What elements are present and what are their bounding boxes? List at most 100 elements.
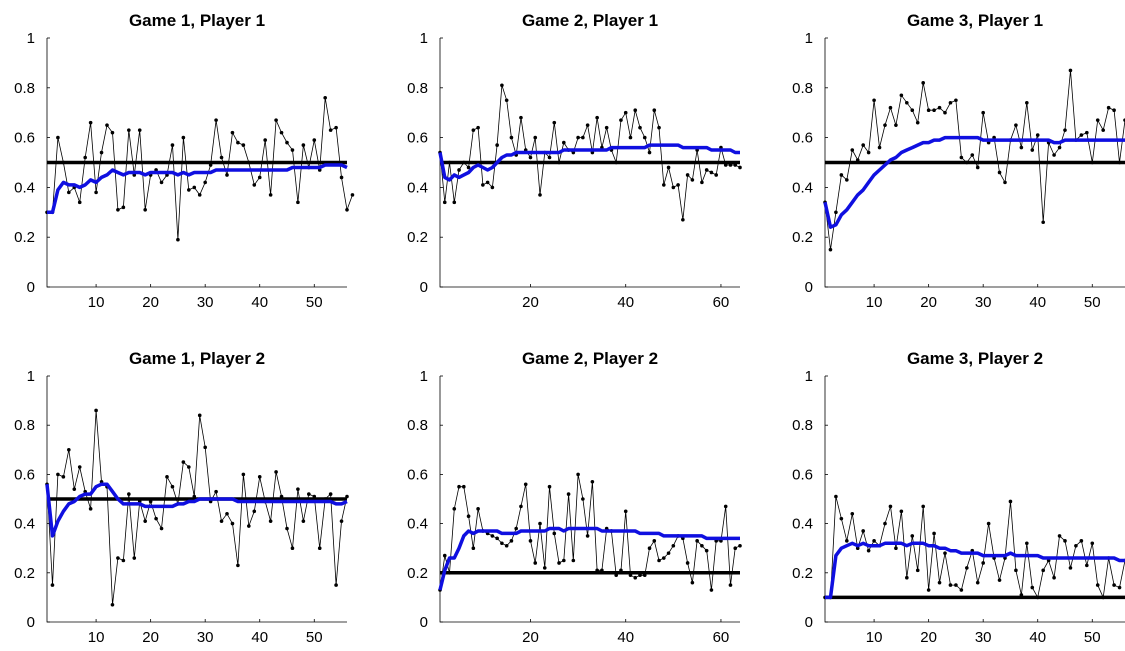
observed-point (604, 125, 609, 130)
observed-point (738, 165, 742, 170)
observed-point (557, 160, 561, 165)
y-tick-label: 0.8 (407, 80, 428, 97)
observed-point (839, 173, 844, 177)
observed-point (519, 504, 523, 509)
observed-point (528, 155, 533, 160)
y-tick-label: 0.6 (14, 466, 35, 483)
observed-point (72, 487, 77, 491)
observed-point (657, 558, 661, 563)
observed-point (690, 580, 695, 585)
chart-title: Game 3, Player 1 (907, 11, 1043, 30)
observed-point (285, 526, 289, 531)
observed-point (334, 583, 338, 587)
x-tick-label: 40 (1029, 629, 1046, 646)
observed-point (301, 143, 306, 147)
y-tick-label: 0.8 (792, 80, 813, 97)
x-tick-label: 30 (975, 294, 992, 311)
y-tick-label: 0.8 (14, 80, 35, 97)
observed-point (301, 519, 306, 523)
observed-point (143, 208, 147, 212)
y-tick-label: 0.4 (407, 179, 428, 196)
axis-lines (439, 376, 740, 623)
observed-point (623, 110, 628, 115)
observed-point (1090, 160, 1095, 165)
x-tick-label: 20 (522, 629, 539, 646)
observed-point (894, 123, 898, 127)
observed-point (219, 155, 224, 160)
observed-point (926, 108, 931, 113)
observed-point (442, 200, 447, 205)
observed-point (676, 183, 680, 187)
observed-point (728, 583, 733, 587)
observed-point (105, 123, 109, 127)
observed-point (466, 165, 471, 170)
observed-point (894, 546, 898, 550)
observed-point (1057, 145, 1062, 150)
observed-point (905, 575, 909, 580)
observed-point (638, 573, 642, 578)
observed-point (290, 546, 295, 550)
y-tick-label: 0.2 (407, 229, 428, 246)
running-average-line (45, 482, 348, 538)
observed-point (723, 504, 728, 509)
observed-point (850, 511, 855, 516)
observed-point (61, 160, 66, 165)
observed-point (252, 183, 257, 187)
observed-point (681, 217, 685, 222)
observed-point (954, 583, 958, 587)
observed-point (671, 543, 676, 548)
observed-point (910, 108, 915, 113)
observed-point (500, 83, 504, 88)
x-tick-label: 40 (251, 294, 268, 311)
observed-point (214, 118, 218, 122)
observed-point (839, 516, 844, 521)
y-tick-label: 0 (805, 614, 813, 631)
observed-point (899, 509, 904, 514)
observed-point (861, 529, 865, 533)
observed-point (121, 558, 126, 563)
observed-point (619, 118, 623, 122)
observed-point (197, 413, 202, 418)
observed-point (192, 494, 197, 499)
observed-point (56, 135, 60, 140)
observed-point (533, 135, 538, 140)
observed-point (481, 183, 485, 187)
observed-point (457, 484, 461, 489)
observed-point (647, 546, 652, 550)
observed-series-line (46, 410, 348, 605)
observed-point (986, 521, 991, 526)
observed-point (296, 200, 300, 205)
observed-point (187, 465, 191, 469)
y-tick-label: 0.4 (14, 179, 35, 196)
observed-point (828, 247, 833, 252)
observed-point (1030, 148, 1035, 152)
observed-point (1057, 534, 1062, 538)
observed-point (471, 546, 476, 550)
observed-point (241, 472, 246, 477)
observed-point (519, 115, 523, 120)
observed-point (872, 539, 876, 543)
observed-point (279, 494, 284, 499)
observed-point (975, 580, 980, 585)
chart-panel-2: Game 2, Player 1 0 0.2 0.4 0.6 0.8 1 20 40 60 (407, 11, 742, 311)
observed-point (704, 168, 709, 172)
observed-point (1101, 595, 1105, 600)
y-tick-label: 0.2 (792, 229, 813, 246)
observed-point (571, 558, 576, 563)
observed-point (143, 519, 147, 523)
observed-point (176, 237, 180, 242)
observed-point (197, 193, 202, 197)
observed-point (666, 165, 671, 170)
observed-point (110, 130, 115, 135)
observed-point (1090, 541, 1095, 546)
observed-point (509, 539, 514, 543)
observed-point (937, 580, 942, 585)
observed-point (528, 539, 533, 543)
chart-title: Game 2, Player 1 (522, 11, 658, 30)
x-tick-label: 10 (866, 629, 883, 646)
observed-point (861, 143, 865, 147)
observed-point (662, 183, 666, 187)
observed-series-line (439, 474, 741, 591)
observed-point (203, 445, 207, 450)
observed-point (296, 487, 300, 491)
